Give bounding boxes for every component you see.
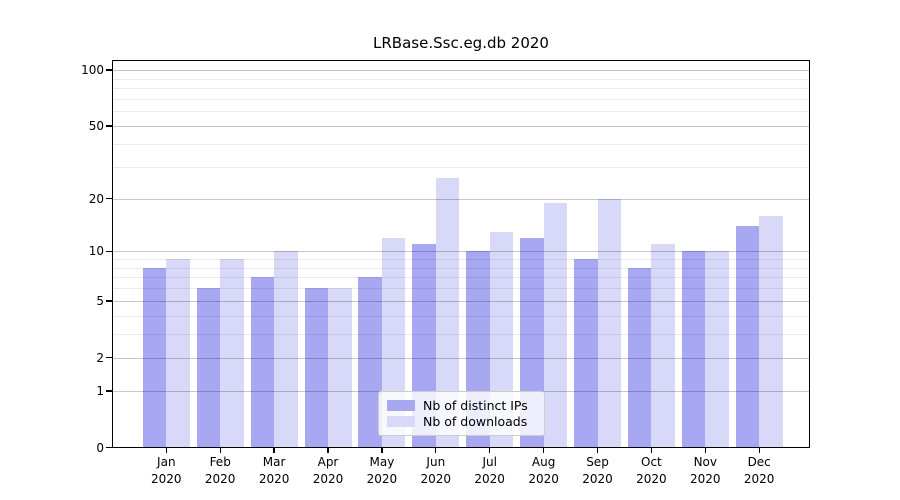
- bar-distinct-ips: [196, 288, 221, 448]
- x-tick-mark: [542, 447, 545, 453]
- gridline-major: [112, 70, 810, 72]
- y-tick-mark: [106, 250, 112, 253]
- x-tick-year: 2020: [690, 471, 721, 486]
- gridline-minor: [112, 259, 810, 261]
- bar-downloads: [543, 202, 568, 448]
- gridline-minor: [112, 277, 810, 279]
- gridline-minor: [112, 267, 810, 269]
- bar-downloads: [166, 259, 190, 448]
- y-tick-label: 0: [96, 440, 104, 455]
- x-tick-label: Apr 2020: [301, 454, 355, 488]
- bar-distinct-ips: [358, 277, 382, 448]
- x-tick-mark: [165, 447, 167, 453]
- x-tick-label: May 2020: [355, 454, 409, 488]
- gridline-major: [112, 198, 810, 200]
- x-tick-mark: [596, 447, 599, 453]
- gridline-minor: [112, 78, 810, 80]
- y-tick-label: 5: [96, 293, 104, 308]
- y-tick-label: 1: [96, 383, 104, 398]
- x-tick-label: Mar 2020: [247, 454, 301, 488]
- gridline-major: [112, 300, 810, 302]
- y-tick-mark: [106, 446, 112, 449]
- bar-distinct-ips: [681, 251, 706, 448]
- legend: Nb of distinct IPs Nb of downloads: [378, 391, 545, 436]
- y-tick-label: 50: [88, 118, 104, 133]
- x-tick-year: 2020: [204, 471, 236, 486]
- x-tick-label: Dec 2020: [732, 454, 786, 488]
- x-tick-year: 2020: [312, 471, 344, 486]
- y-tick-label: 10: [88, 244, 104, 259]
- legend-item-distinct-ips: Nb of distinct IPs: [387, 398, 536, 413]
- legend-swatch-distinct-ips: [387, 399, 415, 411]
- y-tick-mark: [106, 300, 112, 302]
- gridline-minor: [112, 88, 810, 90]
- legend-swatch-downloads: [387, 416, 415, 428]
- bar-distinct-ips: [250, 277, 275, 448]
- x-tick-mark: [489, 447, 491, 453]
- y-tick-mark: [106, 69, 112, 71]
- legend-label-distinct-ips: Nb of distinct IPs: [423, 397, 528, 413]
- x-tick-mark: [435, 447, 437, 453]
- bar-distinct-ips: [627, 267, 652, 448]
- y-tick-mark: [106, 197, 112, 200]
- x-tick-year: 2020: [528, 471, 559, 486]
- bar-distinct-ips: [735, 226, 760, 448]
- x-tick-label: Jan 2020: [139, 454, 193, 488]
- x-tick-mark: [273, 447, 275, 453]
- x-tick-label: Jun 2020: [409, 454, 463, 488]
- chart-title: LRBase.Ssc.eg.db 2020: [373, 34, 549, 52]
- x-tick-mark: [327, 447, 329, 453]
- gridline-major: [112, 125, 810, 127]
- y-tick-mark: [106, 356, 112, 359]
- x-tick-label: Oct 2020: [624, 454, 678, 488]
- bar-downloads: [705, 251, 729, 448]
- legend-label-downloads: Nb of downloads: [423, 414, 528, 430]
- x-tick-year: 2020: [582, 471, 613, 486]
- bar-downloads: [759, 215, 783, 448]
- x-tick-mark: [650, 447, 653, 453]
- x-tick-year: 2020: [743, 471, 775, 486]
- bar-distinct-ips: [142, 267, 167, 448]
- x-tick-label: Jul 2020: [463, 454, 517, 488]
- y-tick-label: 100: [81, 63, 104, 78]
- x-tick-year: 2020: [636, 471, 667, 486]
- gridline-minor: [112, 288, 810, 290]
- x-tick-year: 2020: [420, 471, 452, 486]
- gridline-minor: [112, 166, 810, 168]
- bar-distinct-ips: [574, 259, 598, 448]
- gridline-minor: [112, 334, 810, 336]
- gridline-minor: [112, 315, 810, 317]
- bar-distinct-ips: [304, 288, 328, 448]
- x-tick-mark: [758, 447, 760, 453]
- x-tick-mark: [219, 447, 221, 453]
- legend-item-downloads: Nb of downloads: [387, 414, 536, 429]
- x-tick-mark: [381, 447, 383, 453]
- y-tick-mark: [106, 390, 112, 392]
- x-tick-label: Sep 2020: [571, 454, 625, 488]
- gridline-minor: [112, 98, 810, 100]
- bar-downloads: [651, 244, 675, 448]
- gridline-minor: [112, 143, 810, 145]
- x-tick-label: Nov 2020: [678, 454, 732, 488]
- bar-downloads: [220, 259, 244, 448]
- gridline-major: [112, 357, 810, 359]
- gridline-major: [112, 251, 810, 253]
- bar-downloads: [435, 177, 460, 448]
- x-tick-mark: [704, 447, 706, 453]
- x-tick-year: 2020: [258, 471, 290, 486]
- bar-downloads: [328, 288, 352, 448]
- x-tick-label: Feb 2020: [193, 454, 247, 488]
- bar-downloads: [274, 251, 298, 448]
- x-tick-year: 2020: [474, 471, 505, 486]
- gridline-minor: [112, 111, 810, 113]
- y-tick-label: 2: [96, 350, 104, 365]
- x-tick-year: 2020: [366, 471, 398, 486]
- x-tick-year: 2020: [151, 471, 182, 486]
- x-tick-label: Aug 2020: [517, 454, 571, 488]
- bar-downloads: [597, 198, 621, 448]
- y-tick-mark: [106, 125, 112, 127]
- y-tick-label: 20: [88, 191, 104, 206]
